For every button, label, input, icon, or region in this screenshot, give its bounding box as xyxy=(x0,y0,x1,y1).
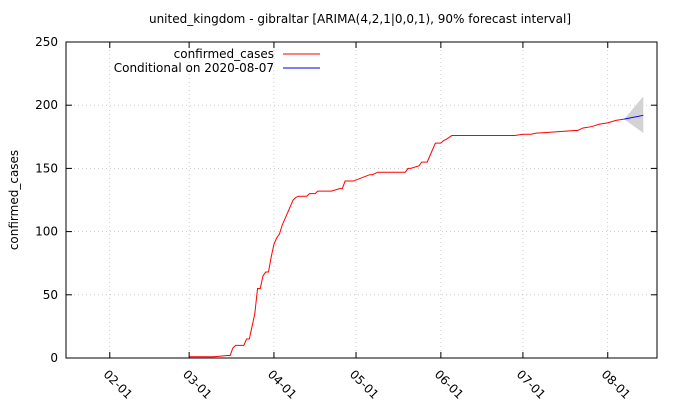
x-tick-label: 04-01 xyxy=(265,367,300,400)
series-line-conditional-on-2020-08-07 xyxy=(624,114,644,120)
forecast-band-layer xyxy=(624,96,644,134)
series-layer xyxy=(189,114,644,358)
x-tick-label: 07-01 xyxy=(514,367,549,400)
y-axis: 0 50 100 150 200 250 xyxy=(35,35,657,365)
x-tick-label: 03-01 xyxy=(180,367,215,400)
y-tick-label: 50 xyxy=(43,288,58,302)
legend-label: confirmed_cases xyxy=(174,47,274,61)
x-tick-label: 06-01 xyxy=(432,367,467,400)
series-line-confirmed-cases xyxy=(189,118,625,358)
y-tick-label: 200 xyxy=(35,98,58,112)
y-axis-label: confirmed_cases xyxy=(7,150,21,250)
y-tick-label: 250 xyxy=(35,35,58,49)
y-tick-label: 0 xyxy=(50,351,58,365)
gridlines xyxy=(66,42,657,358)
x-axis: 02-01 03-01 04-01 05-01 06-01 07-01 08-01 xyxy=(101,42,634,400)
chart-title: united_kingdom - gibraltar [ARIMA(4,2,1|… xyxy=(149,12,571,26)
legend-label: Conditional on 2020-08-07 xyxy=(114,61,274,75)
plot-frame xyxy=(65,41,658,359)
y-tick-label: 100 xyxy=(35,225,58,239)
x-tick-label: 05-01 xyxy=(347,367,382,400)
x-tick-label: 02-01 xyxy=(101,367,136,400)
y-tick-label: 150 xyxy=(35,161,58,175)
x-tick-label: 08-01 xyxy=(599,367,634,400)
forecast-interval-band xyxy=(624,96,644,134)
